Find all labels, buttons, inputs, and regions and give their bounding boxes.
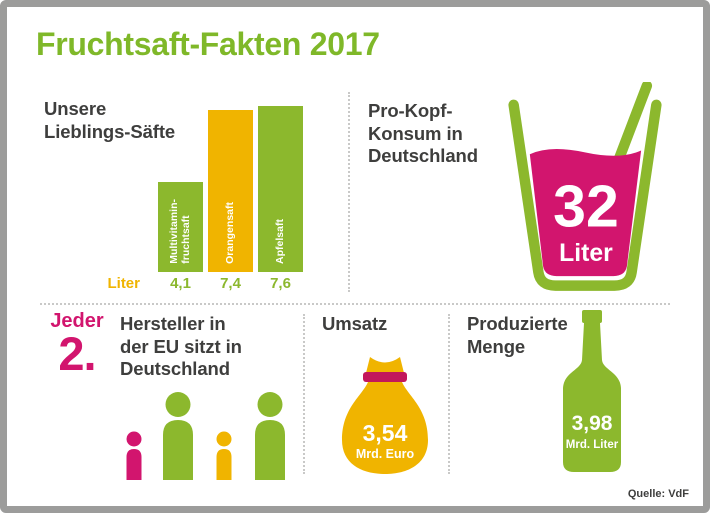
- divider-top-vertical: [348, 92, 350, 292]
- bag-tie-band: [363, 372, 407, 382]
- revenue-heading: Umsatz: [322, 313, 388, 334]
- bottle-cap: [582, 310, 602, 323]
- favorites-heading: Unsere Lieblings-Säfte: [44, 98, 176, 142]
- juice-fill: [529, 149, 642, 277]
- favorites-bar-chart: Multivitamin- fruchtsaft Orangensaft Apf…: [158, 104, 303, 272]
- people-icons: [126, 392, 285, 480]
- bag-top: [366, 357, 404, 373]
- manufacturers-fact: Jeder 2.: [40, 310, 114, 377]
- manufacturers-prefix: Jeder: [50, 310, 104, 332]
- revenue-unit: Mrd. Euro: [356, 447, 415, 461]
- production-value: 3,98: [572, 412, 613, 435]
- bottle-body: [563, 323, 621, 472]
- divider-bottom-vertical-2: [448, 314, 450, 474]
- revenue-value: 3,54: [363, 420, 408, 446]
- chart-unit-label: Liter: [107, 275, 140, 292]
- per-capita-unit: Liter: [559, 240, 613, 267]
- bag-body: [342, 382, 428, 474]
- person-icon-small-pink: [126, 431, 142, 480]
- divider-bottom-vertical-1: [303, 314, 305, 474]
- production-unit: Mrd. Liter: [566, 439, 619, 451]
- page-title: Fruchtsaft-Fakten 2017: [36, 26, 380, 62]
- bottle-icon: 3,98 Mrd. Liter: [563, 310, 621, 472]
- bar-label-orangensaft: Orangensaft: [224, 202, 237, 264]
- person-icon-small-yellow: [216, 431, 232, 480]
- money-bag-icon: 3,54 Mrd. Euro: [342, 357, 428, 474]
- bar-label-multivitaminfruchtsaft: Multivitamin- fruchtsaft: [168, 199, 193, 264]
- person-icon-large-green-1: [163, 392, 193, 480]
- straw-icon: [614, 82, 653, 164]
- source-credit: Quelle: VdF: [627, 488, 689, 500]
- bar-value-orangensaft: 7,4: [220, 275, 241, 292]
- bar-value-multivitaminfruchtsaft: 4,1: [170, 275, 191, 292]
- divider-horizontal: [40, 303, 670, 305]
- bar-label-apfelsaft: Apfelsaft: [274, 219, 287, 264]
- bar-value-apfelsaft: 7,6: [270, 275, 291, 292]
- per-capita-value: 32: [553, 175, 619, 240]
- juice-glass-icon: 32 Liter: [508, 82, 662, 291]
- bar-orangensaft: Orangensaft: [208, 110, 253, 272]
- person-icon-large-green-2: [255, 392, 285, 480]
- per-capita-heading: Pro-Kopf- Konsum in Deutschland: [368, 100, 478, 167]
- bar-multivitaminfruchtsaft: Multivitamin- fruchtsaft: [158, 182, 203, 272]
- manufacturers-number: 2.: [58, 327, 96, 380]
- production-heading: Produzierte Menge: [467, 313, 568, 357]
- bar-apfelsaft: Apfelsaft: [258, 106, 303, 272]
- manufacturers-text: Hersteller in der EU sitzt in Deutschlan…: [120, 313, 242, 380]
